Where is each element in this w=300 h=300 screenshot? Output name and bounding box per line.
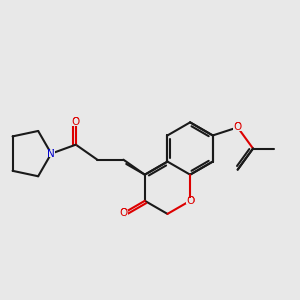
- Text: O: O: [186, 196, 194, 206]
- Text: N: N: [47, 148, 55, 159]
- Bar: [233, 124, 242, 130]
- Text: O: O: [233, 122, 242, 132]
- Bar: [186, 198, 194, 204]
- Bar: [120, 210, 128, 216]
- Bar: [72, 119, 80, 126]
- Text: O: O: [72, 117, 80, 128]
- Text: O: O: [72, 117, 80, 128]
- Text: O: O: [186, 196, 194, 206]
- Text: O: O: [120, 208, 128, 218]
- Text: O: O: [120, 208, 128, 218]
- Bar: [47, 150, 56, 157]
- Text: O: O: [233, 122, 242, 132]
- Text: N: N: [47, 148, 55, 159]
